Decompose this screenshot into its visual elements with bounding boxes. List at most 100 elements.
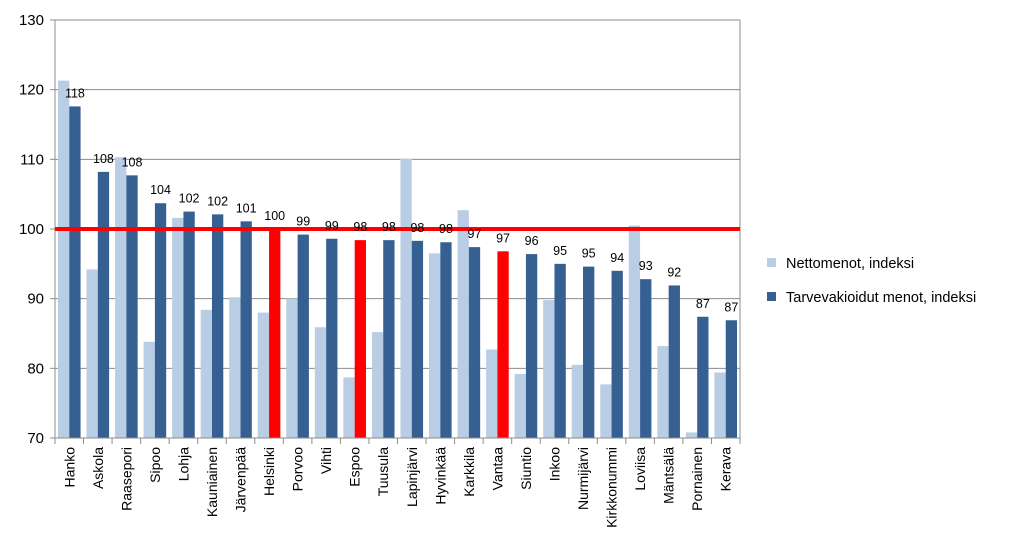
legend-swatch-tarvevakioidut [767,292,776,301]
x-tick-label: Espoo [347,447,363,487]
data-label: 104 [150,183,171,197]
bar-tarvevakioidut [240,221,252,438]
bar-nettomenot [257,312,270,438]
bar-nettomenot [486,349,498,438]
data-label: 93 [639,259,653,273]
data-label: 97 [468,227,482,241]
data-label: 108 [93,152,114,166]
x-tick-label: Lapinjärvi [404,447,420,507]
data-label: 99 [325,219,339,233]
data-label: 102 [207,194,228,208]
data-label: 87 [696,297,710,311]
bar-nettomenot [200,309,212,438]
data-label: 94 [610,251,624,265]
bar-tarvevakioidut [326,238,338,438]
data-label: 95 [553,244,567,258]
bar-nettomenot [86,269,98,438]
legend: Nettomenot, indeksi Tarvevakioidut menot,… [767,256,976,306]
x-tick-label: Kerava [718,447,734,492]
x-tick-label: Kirkkonummi [604,447,620,528]
bar-tarvevakioidut [640,279,652,438]
bar-tarvevakioidut [497,251,509,438]
legend-label-nettomenot: Nettomenot, indeksi [786,256,914,272]
bar-tarvevakioidut [69,106,81,439]
bar-nettomenot [314,327,327,438]
bar-nettomenot [115,157,127,438]
bar-nettomenot [600,384,612,438]
data-label: 101 [236,201,257,215]
y-tick-label: 120 [19,82,44,99]
data-label: 87 [724,300,738,314]
data-labels: 118 108 108 104 102 102 101 100 99 99 98 98 98 98 97 97… [65,86,738,314]
data-label: 98 [410,221,424,235]
data-label: 96 [525,234,539,248]
bar-tarvevakioidut [668,285,680,438]
legend-swatch-nettomenot [767,258,776,267]
x-tick-label: Karkkila [461,447,477,497]
bar-tarvevakioidut [611,270,623,438]
y-tick-label: 100 [19,221,44,238]
bar-nettomenot [657,346,669,438]
x-tick-label: Sipoo [147,447,163,483]
bar-tarvevakioidut [269,229,281,438]
bar-nettomenot [628,225,641,438]
data-label: 92 [667,265,681,279]
bar-tarvevakioidut [725,320,738,438]
bar-nettomenot [371,332,384,438]
data-label: 97 [496,231,510,245]
bar-nettomenot [571,364,584,438]
data-label: 95 [582,247,596,261]
y-tick-label: 130 [19,12,44,29]
data-label: 99 [296,215,310,229]
x-tick-label: Lohja [175,447,191,481]
x-tick-label: Järvenpää [233,447,249,513]
bar-tarvevakioidut [154,203,167,438]
data-label: 98 [439,222,453,236]
bar-tarvevakioidut [583,266,595,438]
x-tick-label: Hanko [61,447,77,488]
bar-nettomenot [685,432,698,438]
bar-nettomenot [343,377,355,438]
bar-nettomenot [400,158,412,439]
data-label: 102 [179,192,200,206]
bar-tarvevakioidut [440,242,452,438]
bar-nettomenot [57,80,70,439]
x-tick-label: Nurmijärvi [575,447,591,510]
x-tick-label: Askola [90,447,106,489]
bar-nettomenot [172,217,184,438]
x-tick-label: Inkoo [546,447,562,481]
x-tick-label: Tuusula [375,447,391,497]
y-tick-label: 80 [27,360,44,377]
bar-tarvevakioidut [183,211,195,438]
bar-tarvevakioidut [697,316,709,438]
x-tick-label: Mäntsälä [661,447,677,504]
x-tick-label: Porvoo [290,447,306,492]
data-label: 98 [353,220,367,234]
data-label: 100 [264,209,285,223]
x-tick-label: Pornainen [689,447,705,511]
bars [57,80,738,439]
bar-nettomenot [543,300,555,438]
bar-tarvevakioidut [354,240,366,438]
y-tick-label: 70 [27,430,44,447]
bar-nettomenot [457,210,469,438]
x-tick-label: Vihti [318,447,334,474]
bar-tarvevakioidut [525,254,538,438]
bar-tarvevakioidut [468,247,481,438]
x-tick-label: Loviisa [632,447,648,491]
bar-tarvevakioidut [297,234,309,438]
bar-tarvevakioidut [554,263,566,438]
bar-tarvevakioidut [126,175,138,438]
y-tick-label: 110 [20,151,44,168]
x-axis-ticks: Hanko Askola Raasepori Sipoo Lohja Kauniainen… [54,437,741,528]
bar-nettomenot [514,373,526,438]
data-label: 108 [122,155,143,169]
bar-nettomenot [229,297,241,438]
data-label: 98 [382,220,396,234]
bar-tarvevakioidut [411,240,424,438]
x-tick-label: Kauniainen [204,447,220,517]
x-tick-label: Hyvinkää [432,447,448,505]
bar-tarvevakioidut [211,214,224,438]
bar-nettomenot [286,298,298,438]
